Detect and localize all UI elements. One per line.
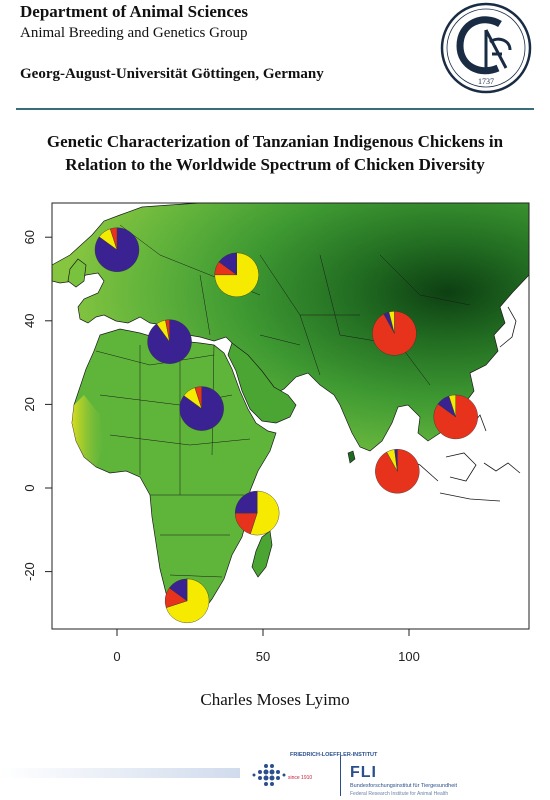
pie-charts: [94, 227, 478, 624]
pie-slice-yellow: [448, 394, 456, 418]
british-isles: [67, 258, 87, 288]
seal-year: 1737: [478, 77, 494, 86]
sri-lanka: [347, 450, 356, 464]
pie-slice-red: [109, 227, 118, 250]
eurasia-landmass: [52, 203, 529, 452]
footer-banner: [0, 748, 550, 800]
pie-slice-yellow: [165, 578, 210, 624]
pie-south-africa: [164, 578, 210, 624]
axes: 0 50 100 60 40 20 0 -20: [22, 230, 420, 664]
pie-sudan: [179, 386, 224, 431]
africa-west-yellow: [72, 395, 104, 467]
footer-divider: [340, 756, 341, 796]
y-tick-label: 40: [22, 314, 37, 328]
pie-indonesia: [375, 449, 420, 494]
department-name: Department of Animal Sciences: [20, 2, 249, 21]
header-divider: [16, 108, 534, 110]
chicken-diversity-map: 0 50 100 60 40 20 0 -20: [22, 202, 530, 664]
pie-slice-red: [165, 319, 170, 342]
y-tick-label: -20: [22, 562, 37, 581]
y-tick-label: 60: [22, 230, 37, 244]
pie-slice-yellow: [250, 490, 280, 536]
y-tick-label: 0: [22, 484, 37, 491]
footer-logo-backdrop: [240, 748, 550, 800]
since-label: since 1910: [288, 775, 313, 781]
arabia-landmass: [227, 342, 297, 424]
fli-english-name: Federal Research Institute for Animal He…: [350, 791, 449, 797]
pie-vietnam: [433, 394, 478, 440]
pie-slice-purple: [394, 449, 398, 472]
pie-slice-yellow: [388, 311, 395, 334]
japan: [499, 306, 517, 348]
group-name: Animal Breeding and Genetics Group: [20, 25, 248, 41]
author-name: Charles Moses Lyimo: [200, 690, 350, 709]
pie-slice-purple: [218, 252, 237, 276]
indonesia-islands: [397, 414, 521, 502]
africa-landmass: [71, 328, 277, 622]
university-seal-logo: 1737: [440, 2, 532, 94]
title-line-1: Genetic Characterization of Tanzanian In…: [46, 132, 504, 151]
pie-scandinavia: [94, 227, 140, 272]
pie-tanzania: [234, 490, 280, 536]
pie-north-africa: [147, 319, 192, 364]
institute-name: FRIEDRICH-LOEFFLER-INSTITUT: [290, 752, 378, 758]
x-tick-label: 100: [398, 649, 420, 664]
y-tick-label: 20: [22, 397, 37, 411]
x-tick-label: 50: [256, 649, 270, 664]
plot-frame: [51, 202, 530, 630]
pie-slice-purple: [234, 490, 258, 514]
document-title: Genetic Characterization of Tanzanian In…: [10, 130, 540, 176]
fli-dots-icon: [252, 764, 286, 786]
x-tick-label: 0: [113, 649, 120, 664]
madagascar: [251, 530, 273, 578]
pie-slice-red: [194, 386, 202, 409]
pie-eastern-europe: [214, 252, 259, 298]
title-line-2: Relation to the Worldwide Spectrum of Ch…: [65, 155, 485, 174]
pie-slice-purple: [169, 578, 188, 602]
university-name: Georg-August-Universität Göttingen, Germ…: [20, 66, 324, 82]
fli-wordmark: FLI: [350, 764, 377, 781]
landmasses: [52, 203, 529, 622]
fli-german-name: Bundesforschungsinstitut für Tiergesundh…: [350, 783, 458, 789]
pie-china: [372, 311, 417, 356]
